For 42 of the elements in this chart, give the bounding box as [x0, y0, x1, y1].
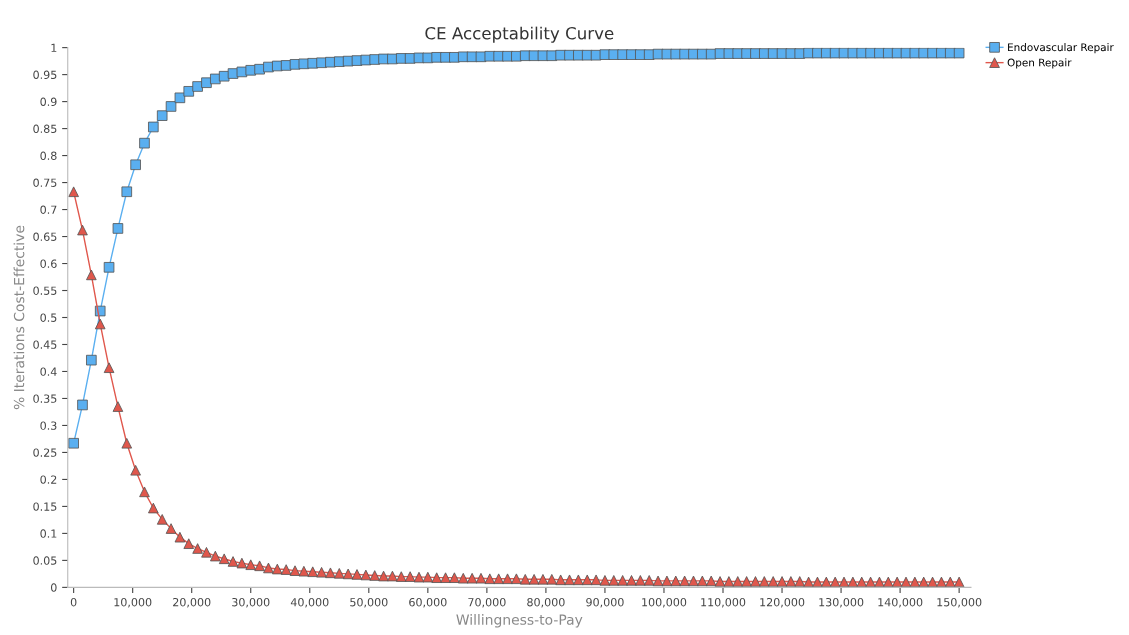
- y-tick-label: 1: [51, 43, 57, 52]
- y-tick-label: 0.05: [33, 556, 57, 565]
- legend-label: Open Repair: [1007, 58, 1072, 69]
- y-tick-label: 0: [50, 583, 57, 592]
- x-tick-label: 60,000: [409, 597, 447, 608]
- y-tick-label: 0.2: [40, 475, 57, 484]
- y-tick-label: 0.6: [40, 259, 57, 268]
- y-axis-title: % Iterations Cost-Effective: [13, 225, 25, 410]
- y-tick-label: 0.7: [40, 205, 57, 214]
- y-tick-label: 0.3: [40, 421, 57, 430]
- y-tick-label: 0.65: [33, 232, 57, 241]
- y-tick-label: 0.5: [40, 313, 57, 322]
- x-tick-label: 120,000: [760, 597, 805, 608]
- y-tick-label: 0.8: [40, 151, 57, 160]
- y-tick-label: 0.75: [33, 178, 57, 187]
- x-tick-label: 150,000: [937, 597, 982, 608]
- x-tick-label: 90,000: [586, 597, 624, 608]
- x-tick-label: 130,000: [819, 597, 864, 608]
- x-tick-label: 70,000: [468, 597, 506, 608]
- x-axis-title: Willingness-to-Pay: [456, 614, 583, 628]
- x-tick-label: 10,000: [114, 597, 152, 608]
- x-tick-label: 100,000: [642, 597, 687, 608]
- x-tick-label: 30,000: [232, 597, 270, 608]
- x-tick-label: 80,000: [527, 597, 565, 608]
- x-tick-label: 0: [70, 597, 77, 607]
- y-tick-label: 0.15: [33, 502, 57, 511]
- y-tick-label: 0.55: [33, 286, 57, 295]
- y-tick-label: 0.25: [33, 448, 57, 457]
- x-tick-label: 40,000: [290, 597, 329, 608]
- legend-label: Endovascular Repair: [1008, 43, 1114, 54]
- y-tick-label: 0.95: [33, 70, 57, 79]
- x-tick-label: 110,000: [701, 597, 746, 608]
- y-tick-label: 0.85: [33, 124, 57, 133]
- x-tick-label: 50,000: [350, 597, 388, 608]
- x-tick-label: 20,000: [173, 597, 211, 608]
- y-tick-label: 0.45: [33, 340, 57, 349]
- y-tick-label: 0.4: [40, 367, 57, 376]
- chart-title: CE Acceptability Curve: [425, 26, 614, 43]
- y-tick-label: 0.9: [40, 97, 57, 106]
- y-tick-label: 0.1: [40, 529, 57, 538]
- x-tick-label: 140,000: [878, 597, 923, 608]
- y-tick-label: 0.35: [33, 394, 57, 403]
